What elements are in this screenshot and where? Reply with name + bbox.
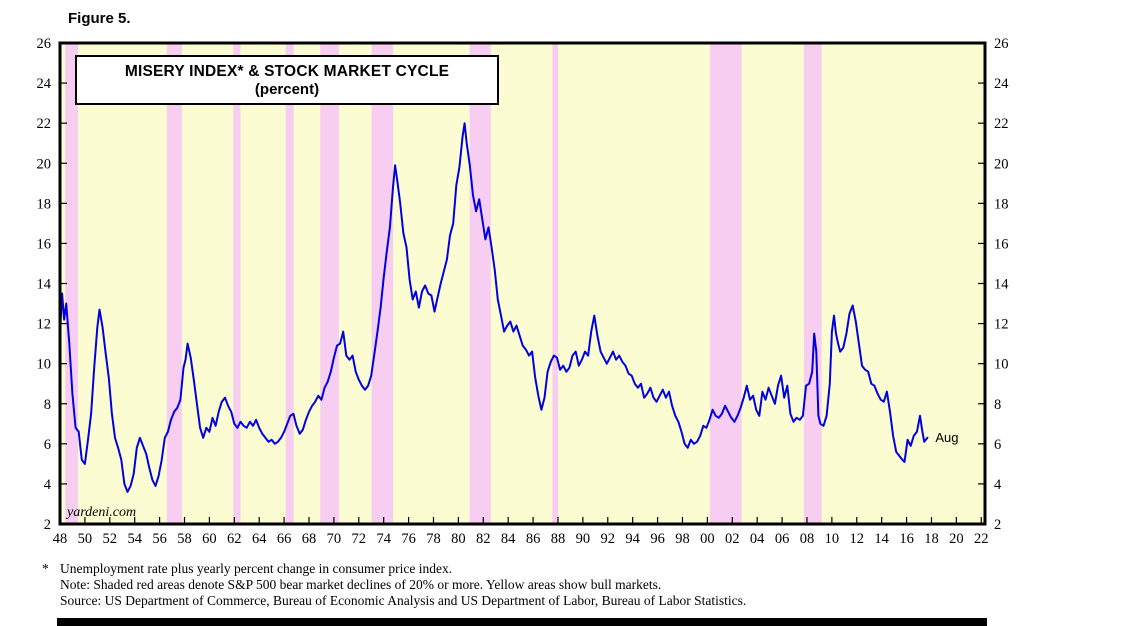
y-axis-tick-label-right: 12: [994, 317, 1009, 333]
y-axis-tick-label-left: 26: [37, 36, 52, 52]
x-axis-tick-label: 64: [252, 531, 267, 547]
y-axis-tick-label-right: 22: [994, 116, 1009, 132]
x-axis-tick-label: 14: [874, 531, 889, 547]
bear-market-band: [166, 43, 182, 524]
y-axis-tick-label-right: 20: [994, 156, 1009, 172]
y-axis-tick-label-left: 12: [37, 317, 52, 333]
y-axis-tick-label-right: 26: [994, 36, 1009, 52]
x-axis-tick-label: 04: [750, 531, 765, 547]
x-axis-tick-label: 84: [501, 531, 516, 547]
chart-title-box: MISERY INDEX* & STOCK MARKET CYCLE (perc…: [75, 55, 499, 105]
y-axis-tick-label-left: 20: [37, 156, 52, 172]
y-axis-tick-label-left: 24: [37, 76, 52, 92]
x-axis-tick-label: 74: [376, 531, 391, 547]
footnote-source: Source: US Department of Commerce, Burea…: [60, 593, 747, 609]
x-axis-tick-label: 92: [601, 531, 616, 547]
bear-market-band: [285, 43, 294, 524]
misery-chart-svg: 48 50 52 54 56 58 60 62 64 66 68 70 72 74 76 78 80 82 84 86…: [37, 36, 1010, 547]
y-axis-tick-label-left: 2: [44, 517, 51, 533]
x-axis-tick-label: 12: [850, 531, 865, 547]
chart-frame: [58, 41, 987, 526]
x-axis-tick-label: 22: [974, 531, 989, 547]
y-axis-tick-label-right: 6: [994, 437, 1001, 453]
footnote-definition-line: * Unemployment rate plus yearly percent c…: [42, 561, 746, 577]
x-axis-tick-label: 66: [277, 531, 292, 547]
x-axis-tick-label: 78: [426, 531, 441, 547]
x-axis-tick-label: 10: [825, 531, 840, 547]
y-axis-tick-label-right: 2: [994, 517, 1001, 533]
x-axis-tick-label: 48: [53, 531, 68, 547]
x-axis-tick-label: 50: [78, 531, 93, 547]
x-axis-tick-label: 72: [352, 531, 367, 547]
watermark-yardeni: yardeni.com: [65, 505, 136, 520]
x-axis-tick-label: 58: [177, 531, 192, 547]
x-axis-tick-label: 70: [327, 531, 342, 547]
y-axis-tick-label-left: 4: [44, 477, 52, 493]
x-axis-tick-label: 94: [625, 531, 640, 547]
footnote-definition: Unemployment rate plus yearly percent ch…: [60, 561, 453, 576]
x-axis-tick-label: 54: [127, 531, 142, 547]
x-axis-tick-label: 18: [924, 531, 939, 547]
x-axis-tick-label: 52: [103, 531, 118, 547]
bear-market-band: [709, 43, 742, 524]
bear-market-band: [320, 43, 339, 524]
y-axis-tick-label-right: 24: [994, 76, 1009, 92]
x-axis-tick-label: 60: [202, 531, 217, 547]
x-axis-tick-label: 06: [775, 531, 790, 547]
footnotes: * Unemployment rate plus yearly percent c…: [42, 561, 746, 610]
y-axis-tick-label-left: 10: [37, 357, 52, 373]
bull-market-background: [60, 43, 985, 524]
x-axis-tick-label: 80: [451, 531, 466, 547]
misery-index-line: [59, 122, 929, 493]
y-axis-tick-label-right: 4: [994, 477, 1002, 493]
y-axis-tick-label-left: 8: [44, 397, 51, 413]
figure-label: Figure 5.: [68, 10, 131, 27]
bear-market-band: [552, 43, 558, 524]
y-axis-tick-label-left: 14: [37, 277, 52, 293]
y-axis-tick-label-left: 18: [37, 196, 52, 212]
x-axis-tick-label: 56: [152, 531, 167, 547]
footnote-asterisk: *: [42, 561, 49, 576]
bear-market-band: [233, 43, 241, 524]
x-axis-tick-label: 20: [949, 531, 964, 547]
x-axis-tick-label: 82: [476, 531, 491, 547]
x-axis-tick-label: 90: [576, 531, 591, 547]
chart-title: MISERY INDEX* & STOCK MARKET CYCLE: [124, 63, 450, 80]
footnote-note: Note: Shaded red areas denote S&P 500 be…: [60, 577, 662, 593]
y-axis-tick-label-right: 10: [994, 357, 1009, 373]
x-axis-tick-label: 08: [800, 531, 815, 547]
y-axis-tick-label-left: 6: [44, 437, 51, 453]
y-axis-tick-label-right: 14: [994, 277, 1009, 293]
bear-market-band: [65, 43, 78, 524]
x-axis-tick-label: 88: [551, 531, 566, 547]
x-axis-tick-label: 98: [675, 531, 690, 547]
chart-subtitle: (percent): [254, 81, 320, 98]
x-axis-tick-label: 02: [725, 531, 740, 547]
y-axis-tick-label-left: 22: [37, 116, 52, 132]
x-axis-tick-label: 68: [302, 531, 317, 547]
x-axis-tick-label: 86: [526, 531, 541, 547]
x-axis-tick-label: 00: [700, 531, 715, 547]
bear-market-band: [469, 43, 491, 524]
next-figure-top-border: [57, 618, 987, 626]
y-axis-tick-label-right: 18: [994, 196, 1009, 212]
x-axis-tick-label: 76: [401, 531, 416, 547]
x-axis-tick-label: 16: [899, 531, 914, 547]
x-axis-tick-label: 96: [650, 531, 665, 547]
last-point-label: Aug: [935, 430, 958, 445]
bear-market-band: [803, 43, 822, 524]
y-axis-tick-label-left: 16: [37, 236, 52, 252]
y-axis-tick-label-right: 8: [994, 397, 1001, 413]
y-axis-tick-label-right: 16: [994, 236, 1009, 252]
x-axis-tick-label: 62: [227, 531, 242, 547]
